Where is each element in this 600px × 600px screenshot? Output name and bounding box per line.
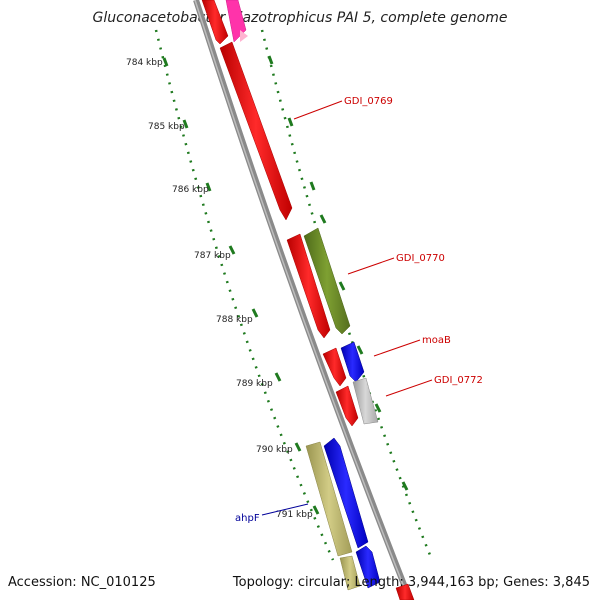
leader-line-gdi-0769 [293,100,343,120]
map-title: Gluconacetobacter diazotrophicus PAI 5, … [92,10,508,26]
ruler-tick [274,372,282,382]
ruler-tick-label: 790 kbp [256,445,293,455]
accession-text: Accession: NC_010125 [8,575,156,590]
ruler-tick-label: 791 kbp [276,510,313,520]
ruler-tick-label: 788 kbp [216,315,253,325]
leader-line-ahpf [261,503,309,516]
genome-backbone [193,0,413,600]
ruler-tick [205,182,212,192]
ruler-tick [312,505,320,515]
leader-line-gdi-0772 [385,379,433,397]
ruler-tick-label: 787 kbp [194,251,231,261]
outer-tick [267,55,274,65]
ruler-tick [182,119,189,129]
gene-label[interactable]: moaB [422,335,451,346]
ruler-tick-label: 785 kbp [148,122,185,132]
gene-arrow-pink[interactable] [240,30,248,42]
gene-arrow-red[interactable] [201,0,229,45]
outer-tick [319,214,327,224]
gene-arrow-blue[interactable] [323,437,369,549]
genome-summary-text: Topology: circular; Length: 3,944,163 bp… [232,575,590,590]
gene-label[interactable]: GDI_0769 [344,96,393,107]
gene-arrow-red[interactable] [322,347,347,387]
outer-tick [309,181,316,191]
ruler-ticks [162,57,320,515]
leader-line-moab [373,339,421,357]
ruler-tick-label: 789 kbp [236,379,273,389]
outer-tick [338,281,346,291]
gene-arrow-gray[interactable] [352,377,379,425]
leader-line-gdi-0770 [347,257,395,275]
outer-tick [401,481,409,491]
ruler-tick [251,308,259,318]
gene-arrow-blue[interactable] [355,545,381,589]
genome-backbone-highlight [194,0,410,600]
gene-arrow-khaki[interactable] [305,441,353,557]
gene-label[interactable]: GDI_0772 [434,375,483,386]
ruler-tick [162,57,169,67]
gene-arrow-blue[interactable] [340,341,365,383]
gene-label[interactable]: ahpF [235,513,260,524]
gene-arrow-olive[interactable] [303,227,351,335]
ruler-labels: 784 kbp 785 kbp 786 kbp 787 kbp 788 kbp … [126,58,313,520]
ruler-tick-label: 786 kbp [172,185,209,195]
ruler-tick-label: 784 kbp [126,58,163,68]
gene-arrow-red[interactable] [219,41,293,221]
gene-label[interactable]: GDI_0770 [396,253,445,264]
gene-arrow-red[interactable] [335,385,359,427]
outer-tick [287,117,294,127]
gene-arrow-red[interactable] [395,583,415,600]
outer-tick [374,403,382,413]
outer-ticks [267,55,409,491]
ruler-tick [294,442,302,452]
ruler-tick [228,245,236,255]
gene-arrow-red[interactable] [286,233,331,339]
gene-arrow-khaki[interactable] [339,555,361,591]
outer-tick [356,345,364,355]
